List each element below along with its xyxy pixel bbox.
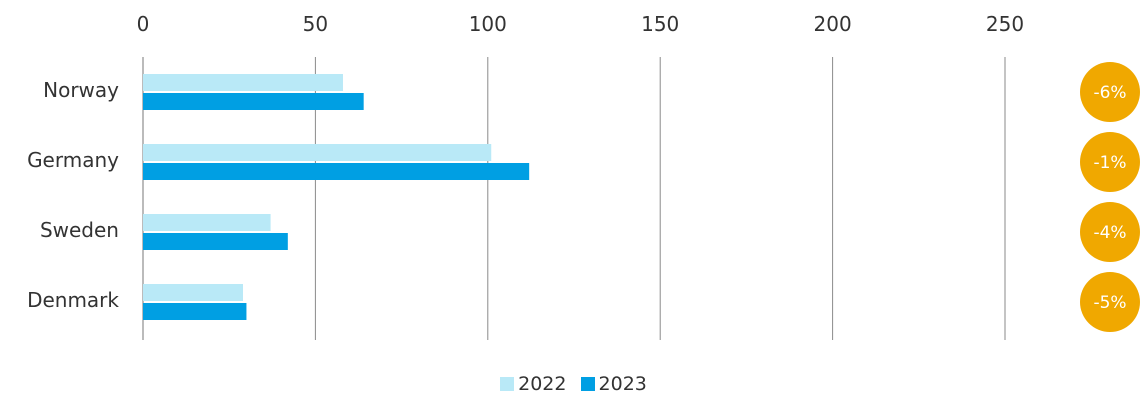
y-axis-category-labels: Norway Germany Sweden Denmark bbox=[27, 78, 119, 312]
legend-item-2023: 2023 bbox=[580, 373, 647, 395]
change-badge-label: -1% bbox=[1093, 153, 1126, 173]
legend-swatch-2023 bbox=[580, 377, 595, 391]
legend-swatch-2022 bbox=[500, 377, 515, 391]
x-tick-label: 100 bbox=[469, 12, 507, 36]
change-badge-norway bbox=[1080, 62, 1140, 122]
category-label-norway: Norway bbox=[43, 78, 119, 102]
category-label-germany: Germany bbox=[27, 148, 119, 172]
bar-denmark-2023 bbox=[143, 303, 247, 320]
x-tick-label: 200 bbox=[814, 12, 852, 36]
bar-germany-2022 bbox=[143, 144, 492, 161]
bar-denmark-2022 bbox=[143, 284, 243, 301]
category-label-denmark: Denmark bbox=[27, 288, 119, 312]
change-badge-sweden bbox=[1080, 202, 1140, 262]
x-tick-label: 0 bbox=[137, 12, 150, 36]
bar-norway-2023 bbox=[143, 93, 364, 110]
bar-sweden-2022 bbox=[143, 214, 271, 231]
change-badge-label: -6% bbox=[1093, 83, 1126, 103]
change-badge-germany bbox=[1080, 132, 1140, 192]
legend-item-2022: 2022 bbox=[500, 373, 566, 395]
legend-label-2022: 2022 bbox=[518, 373, 567, 395]
bar-germany-2023 bbox=[143, 163, 530, 180]
change-badges: -6% -1% -4% -5% bbox=[1080, 62, 1140, 332]
legend-label-2023: 2023 bbox=[598, 373, 647, 395]
x-axis-tick-labels: 0 50 100 150 200 250 bbox=[137, 12, 1024, 36]
change-badge-denmark bbox=[1080, 272, 1140, 332]
x-tick-label: 150 bbox=[641, 12, 679, 36]
category-label-sweden: Sweden bbox=[40, 218, 119, 242]
bar-sweden-2023 bbox=[143, 233, 288, 250]
x-tick-label: 250 bbox=[986, 12, 1024, 36]
x-tick-label: 50 bbox=[303, 12, 328, 36]
bar-norway-2022 bbox=[143, 74, 343, 91]
change-badge-label: -5% bbox=[1093, 293, 1126, 313]
bars bbox=[143, 74, 530, 320]
legend: 2022 2023 bbox=[0, 373, 1147, 396]
change-badge-label: -4% bbox=[1093, 223, 1126, 243]
